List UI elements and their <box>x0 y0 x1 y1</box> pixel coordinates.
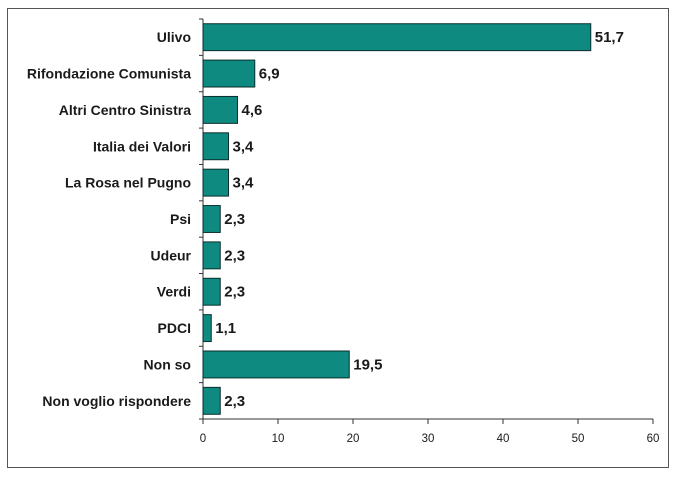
bar <box>202 23 592 52</box>
bar <box>202 277 221 306</box>
category-label: Verdi <box>157 284 191 300</box>
category-label: Altri Centro Sinistra <box>59 102 191 118</box>
category-label: Non so <box>144 356 191 372</box>
bar <box>202 132 229 161</box>
category-label: Ulivo <box>157 29 191 45</box>
category-label: Psi <box>170 211 191 227</box>
value-label: 19,5 <box>353 356 382 373</box>
bar <box>202 314 212 343</box>
bar <box>202 59 256 88</box>
value-label: 1,1 <box>215 320 236 337</box>
category-label: PDCI <box>158 320 191 336</box>
bar <box>202 386 221 415</box>
bar <box>202 241 221 270</box>
value-label: 6,9 <box>259 66 280 83</box>
value-label: 3,4 <box>233 138 255 155</box>
value-label: 2,3 <box>224 284 245 301</box>
bar <box>202 168 229 197</box>
category-label: Non voglio rispondere <box>42 393 191 409</box>
value-label: 3,4 <box>233 175 255 192</box>
x-tick-label: 20 <box>347 433 360 445</box>
value-label: 4,6 <box>242 102 263 119</box>
x-tick-label: 10 <box>272 433 285 445</box>
bar <box>202 350 350 379</box>
category-label: La Rosa nel Pugno <box>65 175 191 191</box>
x-tick-label: 0 <box>200 433 206 445</box>
bar <box>202 205 221 233</box>
x-tick-label: 30 <box>422 433 435 445</box>
bar-chart: 0 10 20 30 40 50 60 Ulivo 51,7 Rifondazione Comun… <box>27 18 660 445</box>
value-label: 2,3 <box>224 211 245 228</box>
value-label: 2,3 <box>224 393 245 410</box>
chart-frame: 0 10 20 30 40 50 60 Ulivo 51,7 Rifondazione Comun… <box>7 8 669 468</box>
category-label: Rifondazione Comunista <box>27 66 191 82</box>
bar <box>202 95 238 124</box>
value-label: 2,3 <box>224 247 245 264</box>
category-label: Udeur <box>151 247 192 263</box>
x-tick-label: 40 <box>497 433 510 445</box>
x-tick-label: 60 <box>647 433 660 445</box>
category-label: Italia dei Valori <box>93 138 191 154</box>
x-tick-label: 50 <box>572 433 585 445</box>
value-label: 51,7 <box>595 29 624 46</box>
